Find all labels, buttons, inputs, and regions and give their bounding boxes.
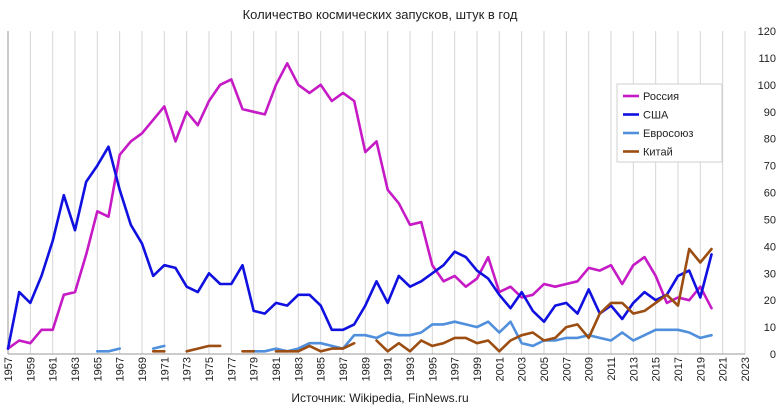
x-tick-label: 2009	[584, 357, 596, 381]
chart-source: Источник: Wikipedia, FinNews.ru	[291, 391, 468, 405]
y-tick-label: 90	[764, 107, 776, 119]
x-tick-label: 2005	[539, 357, 551, 381]
y-tick-label: 60	[764, 188, 776, 200]
x-tick-label: 1979	[249, 357, 261, 381]
series-line-США	[6, 145, 713, 350]
series-line-Евросоюз	[96, 347, 121, 353]
x-tick-label: 1967	[115, 357, 127, 381]
x-tick-label: 2015	[651, 357, 663, 381]
x-tick-label: 1983	[293, 357, 305, 381]
x-tick-label: 2023	[740, 357, 752, 381]
series-line-Евросоюз	[252, 320, 713, 353]
x-tick-label: 1965	[92, 357, 104, 381]
y-tick-labels: 0 10 20 30 40 50 60 70 80 90 100 110 120	[758, 26, 776, 361]
x-tick-label: 1977	[226, 357, 238, 381]
x-tick-label: 2019	[695, 357, 707, 381]
grid	[7, 31, 746, 354]
x-tick-label: 1957	[3, 357, 15, 381]
x-tick-label: 1971	[159, 357, 171, 381]
y-tick-label: 20	[764, 295, 776, 307]
y-tick-label: 70	[764, 161, 776, 173]
x-tick-label: 1961	[48, 357, 60, 381]
x-tick-label: 1989	[360, 357, 372, 381]
x-tick-label: 1997	[450, 357, 462, 381]
y-tick-label: 80	[764, 134, 776, 146]
series-line-Китай	[185, 344, 222, 353]
series-line-Китай	[375, 247, 713, 353]
series-line-Китай	[274, 341, 356, 353]
y-tick-label: 10	[764, 322, 776, 334]
x-tick-label: 1999	[472, 357, 484, 381]
x-tick-label: 2001	[494, 357, 506, 381]
y-tick-label: 30	[764, 268, 776, 280]
y-tick-label: 110	[758, 53, 776, 65]
series-line-Евросоюз	[151, 344, 166, 350]
x-tick-label: 1991	[383, 357, 395, 381]
x-tick-label: 2021	[718, 357, 730, 381]
x-tick-label: 1975	[204, 357, 216, 381]
x-tick-label: 1981	[271, 357, 283, 381]
y-tick-label: 50	[764, 214, 776, 226]
x-tick-label: 1959	[25, 357, 37, 381]
x-tick-label: 1995	[427, 357, 439, 381]
x-tick-label: 1973	[182, 357, 194, 381]
x-tick-label: 2003	[517, 357, 529, 381]
x-tick-label: 1987	[338, 357, 350, 381]
legend-label: Евросоюз	[643, 128, 693, 140]
legend-label: Китай	[643, 147, 673, 159]
x-tick-label: 2017	[673, 357, 685, 381]
legend: Россия США Евросоюз Китай	[616, 83, 723, 163]
y-tick-label: 0	[770, 349, 776, 361]
series-line-Россия	[6, 61, 713, 350]
legend-label: Россия	[643, 91, 679, 103]
y-tick-label: 40	[764, 241, 776, 253]
x-tick-label: 2011	[606, 357, 618, 381]
legend-box	[616, 83, 723, 163]
legend-label: США	[643, 110, 669, 122]
axes	[7, 31, 745, 355]
chart-title: Количество космических запусков, штук в …	[243, 7, 518, 22]
series-lines	[6, 61, 713, 353]
x-tick-labels: 1957 1959 1961 1963 1965 1967 1969 1971 1973 1975…	[3, 357, 752, 381]
x-tick-label: 1985	[316, 357, 328, 381]
x-tick-label: 2013	[628, 357, 640, 381]
y-tick-label: 100	[758, 80, 776, 92]
x-tick-label: 1969	[137, 357, 149, 381]
x-tick-label: 1993	[405, 357, 417, 381]
x-tick-label: 1963	[70, 357, 82, 381]
x-tick-label: 2007	[561, 357, 573, 381]
y-tick-label: 120	[758, 26, 776, 38]
